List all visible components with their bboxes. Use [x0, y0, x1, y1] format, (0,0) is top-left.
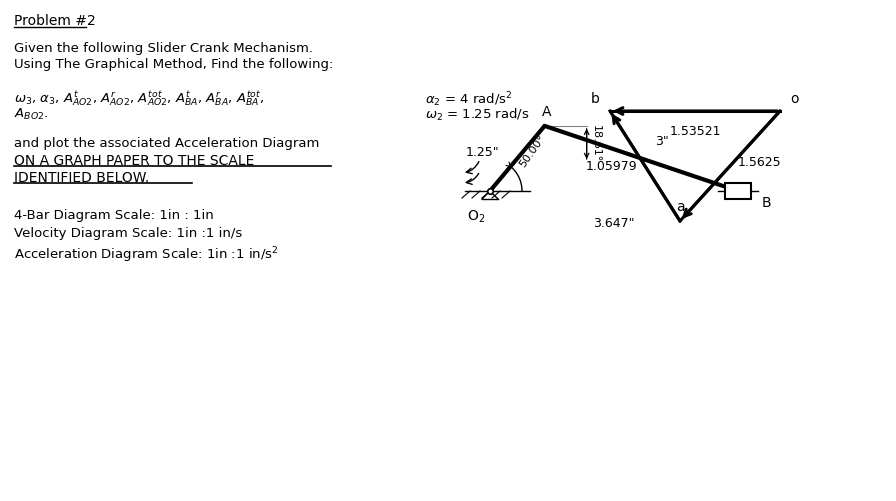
- Text: O$_2$: O$_2$: [467, 209, 485, 225]
- Text: $\omega_3$, $\alpha_3$, $A^t_{AO2}$, $A^r_{AO2}$, $A^{tot}_{AO2}$, $A^t_{BA}$, $: $\omega_3$, $\alpha_3$, $A^t_{AO2}$, $A^…: [14, 90, 264, 109]
- Bar: [725, 183, 751, 199]
- Text: 50.00°: 50.00°: [518, 133, 547, 169]
- Text: 18.61°: 18.61°: [590, 125, 600, 162]
- Text: 1.53521: 1.53521: [669, 125, 720, 138]
- Text: 1.5625: 1.5625: [738, 155, 781, 168]
- Text: and plot the associated Acceleration Diagram: and plot the associated Acceleration Dia…: [14, 137, 319, 150]
- Text: $\alpha_2$ = 4 rad/s$^2$: $\alpha_2$ = 4 rad/s$^2$: [425, 90, 513, 109]
- Text: o: o: [790, 92, 798, 106]
- Text: $A_{BO2}$.: $A_{BO2}$.: [14, 107, 48, 122]
- Text: Velocity Diagram Scale: 1in :1 in/s: Velocity Diagram Scale: 1in :1 in/s: [14, 227, 242, 240]
- Text: b: b: [591, 92, 600, 106]
- Text: Using The Graphical Method, Find the following:: Using The Graphical Method, Find the fol…: [14, 58, 333, 71]
- Text: $\omega_2$ = 1.25 rad/s: $\omega_2$ = 1.25 rad/s: [425, 107, 530, 123]
- Text: 1.05979: 1.05979: [585, 159, 637, 172]
- Text: a: a: [676, 200, 685, 214]
- Text: 4-Bar Diagram Scale: 1in : 1in: 4-Bar Diagram Scale: 1in : 1in: [14, 209, 214, 222]
- Text: IDENTIFIED BELOW.: IDENTIFIED BELOW.: [14, 171, 150, 185]
- Text: 3.647": 3.647": [593, 216, 634, 229]
- Text: Given the following Slider Crank Mechanism.: Given the following Slider Crank Mechani…: [14, 42, 313, 55]
- Text: Acceleration Diagram Scale: 1in :1 in/s$^2$: Acceleration Diagram Scale: 1in :1 in/s$…: [14, 245, 279, 265]
- Text: B: B: [762, 196, 771, 210]
- Text: 3": 3": [655, 135, 668, 148]
- Text: ON A GRAPH PAPER TO THE SCALE: ON A GRAPH PAPER TO THE SCALE: [14, 154, 254, 168]
- Text: Problem #2: Problem #2: [14, 14, 96, 28]
- Text: A: A: [542, 105, 551, 119]
- Text: 1.25": 1.25": [466, 146, 499, 159]
